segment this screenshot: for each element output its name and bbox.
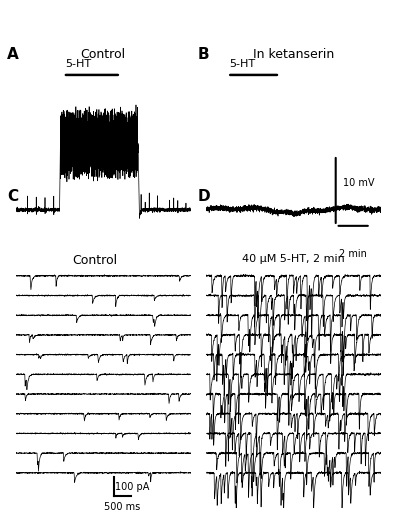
Text: D: D bbox=[198, 189, 210, 204]
Text: A: A bbox=[7, 47, 19, 62]
Text: 5-HT: 5-HT bbox=[65, 59, 91, 69]
Text: Control: Control bbox=[72, 254, 117, 267]
Text: 500 ms: 500 ms bbox=[104, 503, 141, 512]
Text: 10 mV: 10 mV bbox=[343, 178, 374, 188]
Text: Control: Control bbox=[81, 48, 126, 61]
Text: 40 μM 5-HT, 2 min: 40 μM 5-HT, 2 min bbox=[243, 254, 345, 264]
Text: B: B bbox=[198, 47, 209, 62]
Text: 100 pA: 100 pA bbox=[116, 482, 150, 492]
Text: In ketanserin: In ketanserin bbox=[253, 48, 334, 61]
Text: 5-HT: 5-HT bbox=[229, 59, 255, 69]
Text: 2 min: 2 min bbox=[339, 249, 367, 259]
Text: C: C bbox=[7, 189, 18, 204]
